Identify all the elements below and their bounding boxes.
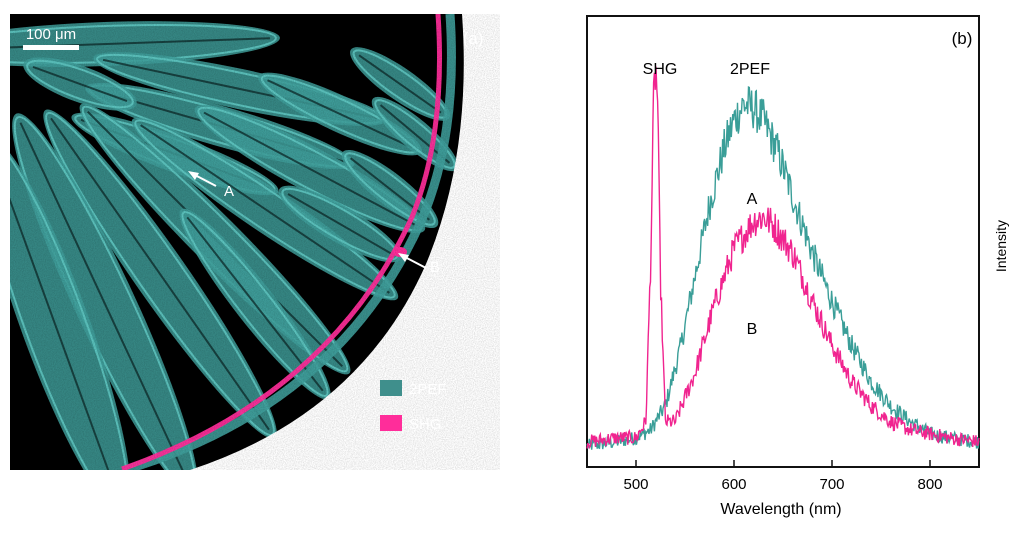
scale-bar: [23, 45, 79, 50]
marker-b-label: B: [430, 259, 440, 276]
annotation-shg: SHG: [643, 61, 678, 78]
annotation-a: A: [747, 191, 758, 208]
panel-b-label: (b): [952, 29, 973, 48]
marker-a-arrowhead: [188, 171, 199, 180]
microscopy-panel: 100 μm (a) A B 2PEF SHG: [10, 14, 500, 470]
legend-swatch-2pef: [380, 380, 402, 396]
spectrum-panel: 500 600 700 800 (b) SHG 2PEF A B Wavelength…: [540, 0, 1024, 531]
x-tick-label-700: 700: [819, 476, 844, 493]
x-axis-ticks: 500 600 700 800: [623, 460, 943, 493]
marker-a-label: A: [224, 183, 234, 200]
microscopy-image: 100 μm (a) A B 2PEF SHG: [10, 14, 500, 470]
x-axis-label: Wavelength (nm): [720, 501, 841, 518]
marker-b-arrowhead: [398, 253, 409, 262]
panel-a-label: (a): [463, 29, 484, 48]
annotation-2pef: 2PEF: [730, 61, 770, 78]
annotation-b: B: [747, 321, 758, 338]
scale-bar-label: 100 μm: [26, 26, 76, 43]
legend-swatch-shg: [380, 415, 402, 431]
series-line-shg: [586, 66, 980, 450]
x-tick-label-600: 600: [721, 476, 746, 493]
spectrum-chart: 500 600 700 800 (b) SHG 2PEF A B Wavelength…: [586, 15, 1009, 518]
x-tick-label-500: 500: [623, 476, 648, 493]
series-group: [586, 66, 980, 450]
legend-label-2pef: 2PEF: [409, 381, 447, 398]
x-tick-label-800: 800: [917, 476, 942, 493]
legend-label-shg: SHG: [409, 416, 442, 433]
image-texture: [10, 14, 500, 470]
y-axis-label: Intensity: [993, 220, 1009, 272]
